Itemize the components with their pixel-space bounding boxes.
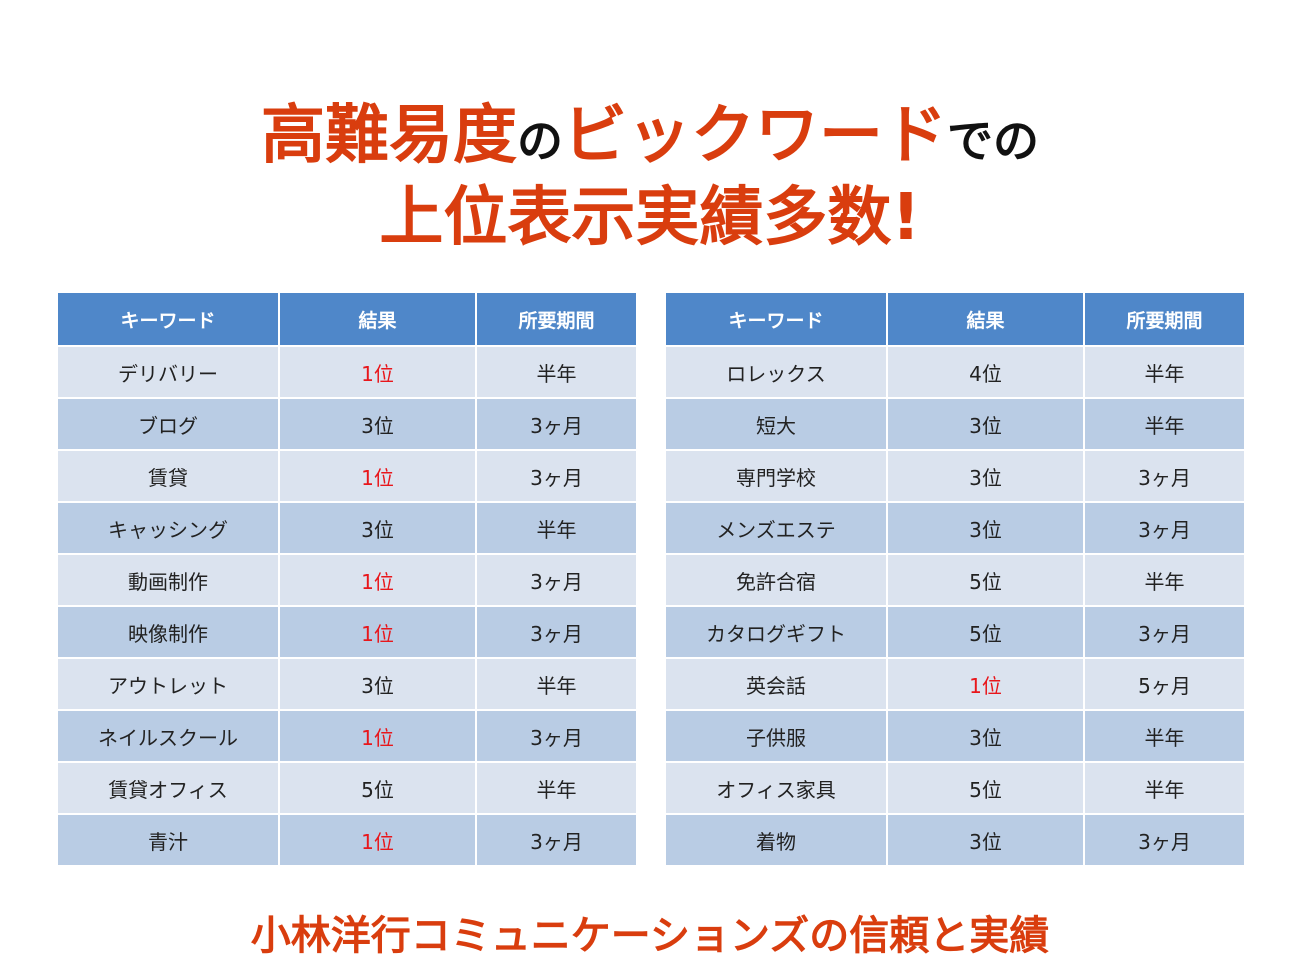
table-row: メンズエステ 3位 3ヶ月 <box>664 501 1246 555</box>
period-cell: 半年 <box>1083 761 1246 815</box>
table-row: 英会話 1位 5ヶ月 <box>664 657 1246 711</box>
ranking-table-left: キーワード 結果 所要期間 デリバリー 1位 半年 ブログ 3位 3ヶ月 賃貸 … <box>56 291 638 867</box>
keyword-cell: アウトレット <box>56 657 280 711</box>
table-row: 免許合宿 5位 半年 <box>664 553 1246 607</box>
result-cell: 5位 <box>278 761 477 815</box>
period-cell: 3ヶ月 <box>475 709 638 763</box>
keyword-cell: 子供服 <box>664 709 888 763</box>
result-cell: 1位 <box>278 345 477 399</box>
table-row: 動画制作 1位 3ヶ月 <box>56 553 638 607</box>
table-row: ネイルスクール 1位 3ヶ月 <box>56 709 638 763</box>
ranking-table-right: キーワード 結果 所要期間 ロレックス 4位 半年 短大 3位 半年 専門学校 … <box>664 291 1246 867</box>
period-cell: 半年 <box>1083 553 1246 607</box>
table-row: 賃貸オフィス 5位 半年 <box>56 761 638 815</box>
period-cell: 3ヶ月 <box>1083 449 1246 503</box>
period-cell: 3ヶ月 <box>475 553 638 607</box>
headline-particle-deno: での <box>947 114 1039 168</box>
result-cell: 1位 <box>278 553 477 607</box>
result-cell: 3位 <box>886 813 1085 867</box>
keyword-cell: メンズエステ <box>664 501 888 555</box>
keyword-cell: 賃貸オフィス <box>56 761 280 815</box>
headline-line-2: 上位表示実績多数! <box>379 181 921 255</box>
table-row: オフィス家具 5位 半年 <box>664 761 1246 815</box>
keyword-cell: 免許合宿 <box>664 553 888 607</box>
result-cell: 1位 <box>278 813 477 867</box>
table-row: アウトレット 3位 半年 <box>56 657 638 711</box>
result-cell: 3位 <box>886 501 1085 555</box>
period-cell: 半年 <box>475 657 638 711</box>
period-cell: 半年 <box>475 345 638 399</box>
table-row: 短大 3位 半年 <box>664 397 1246 451</box>
result-cell: 5位 <box>886 553 1085 607</box>
result-cell: 3位 <box>278 657 477 711</box>
result-cell: 4位 <box>886 345 1085 399</box>
headline-phrase-bigword: ビックワード <box>563 99 947 173</box>
table-row: デリバリー 1位 半年 <box>56 345 638 399</box>
result-cell: 3位 <box>886 449 1085 503</box>
table-row: ロレックス 4位 半年 <box>664 345 1246 399</box>
period-cell: 3ヶ月 <box>475 397 638 451</box>
keyword-cell: 青汁 <box>56 813 280 867</box>
result-cell: 1位 <box>278 605 477 659</box>
result-cell: 1位 <box>886 657 1085 711</box>
table-row: キャッシング 3位 半年 <box>56 501 638 555</box>
header-keyword: キーワード <box>56 291 280 347</box>
keyword-cell: カタログギフト <box>664 605 888 659</box>
period-cell: 3ヶ月 <box>475 449 638 503</box>
keyword-cell: 短大 <box>664 397 888 451</box>
table-row: 青汁 1位 3ヶ月 <box>56 813 638 867</box>
period-cell: 3ヶ月 <box>1083 605 1246 659</box>
keyword-cell: 専門学校 <box>664 449 888 503</box>
headline-line-1: 高難易度のビックワードでの <box>0 98 1300 179</box>
period-cell: 3ヶ月 <box>1083 501 1246 555</box>
keyword-cell: ネイルスクール <box>56 709 280 763</box>
table-row: 着物 3位 3ヶ月 <box>664 813 1246 867</box>
table-header-row: キーワード 結果 所要期間 <box>664 291 1246 347</box>
table-row: 子供服 3位 半年 <box>664 709 1246 763</box>
period-cell: 半年 <box>1083 397 1246 451</box>
table-row: ブログ 3位 3ヶ月 <box>56 397 638 451</box>
table-header-row: キーワード 結果 所要期間 <box>56 291 638 347</box>
keyword-cell: ロレックス <box>664 345 888 399</box>
keyword-cell: 賃貸 <box>56 449 280 503</box>
table-row: 専門学校 3位 3ヶ月 <box>664 449 1246 503</box>
period-cell: 半年 <box>1083 709 1246 763</box>
headline-phrase-difficulty: 高難易度 <box>261 99 517 173</box>
table-row: カタログギフト 5位 3ヶ月 <box>664 605 1246 659</box>
result-cell: 1位 <box>278 449 477 503</box>
period-cell: 半年 <box>475 761 638 815</box>
result-cell: 3位 <box>278 397 477 451</box>
period-cell: 半年 <box>475 501 638 555</box>
table-row: 映像制作 1位 3ヶ月 <box>56 605 638 659</box>
keyword-cell: 映像制作 <box>56 605 280 659</box>
result-cell: 3位 <box>278 501 477 555</box>
keyword-cell: オフィス家具 <box>664 761 888 815</box>
keyword-cell: デリバリー <box>56 345 280 399</box>
period-cell: 半年 <box>1083 345 1246 399</box>
period-cell: 3ヶ月 <box>475 813 638 867</box>
keyword-cell: 着物 <box>664 813 888 867</box>
footer-tagline: 小林洋行コミュニケーションズの信頼と実績 <box>250 913 1050 959</box>
period-cell: 3ヶ月 <box>475 605 638 659</box>
header-result: 結果 <box>278 291 477 347</box>
keyword-cell: ブログ <box>56 397 280 451</box>
keyword-cell: 英会話 <box>664 657 888 711</box>
headline-particle-no: の <box>517 114 563 168</box>
result-cell: 5位 <box>886 761 1085 815</box>
keyword-cell: 動画制作 <box>56 553 280 607</box>
result-cell: 1位 <box>278 709 477 763</box>
period-cell: 3ヶ月 <box>1083 813 1246 867</box>
result-cell: 3位 <box>886 397 1085 451</box>
header-period: 所要期間 <box>475 291 638 347</box>
table-row: 賃貸 1位 3ヶ月 <box>56 449 638 503</box>
result-cell: 3位 <box>886 709 1085 763</box>
period-cell: 5ヶ月 <box>1083 657 1246 711</box>
result-cell: 5位 <box>886 605 1085 659</box>
keyword-cell: キャッシング <box>56 501 280 555</box>
header-result: 結果 <box>886 291 1085 347</box>
header-keyword: キーワード <box>664 291 888 347</box>
header-period: 所要期間 <box>1083 291 1246 347</box>
